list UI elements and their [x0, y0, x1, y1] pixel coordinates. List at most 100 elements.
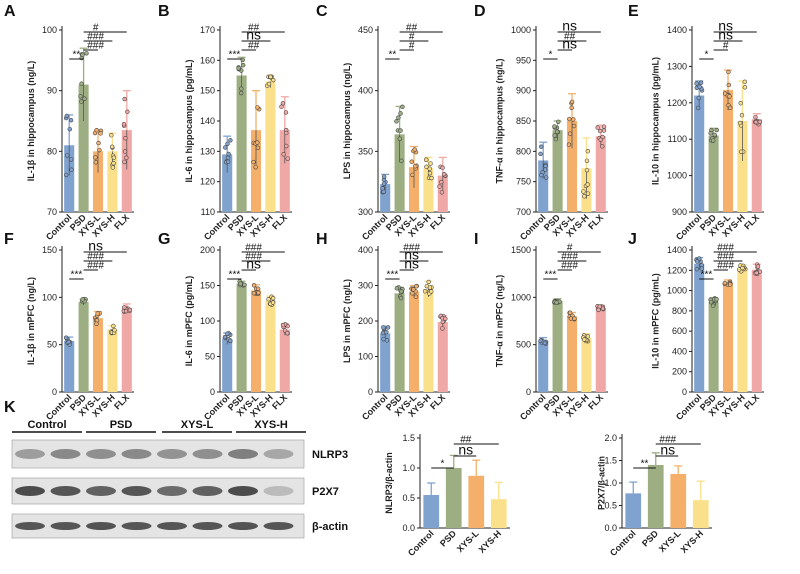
category-label: FLX	[112, 212, 131, 231]
data-point	[68, 157, 74, 162]
data-point	[567, 310, 573, 315]
blot-band	[86, 522, 116, 530]
blot-band	[263, 486, 294, 496]
category-label: XYS-H	[477, 528, 504, 555]
bar-control	[538, 160, 549, 212]
data-point	[543, 175, 549, 180]
significance-label: ns	[404, 256, 419, 272]
significance-label: ###	[245, 243, 262, 254]
data-point	[440, 165, 445, 170]
blot-band-label: P2X7	[312, 486, 339, 498]
data-point	[225, 155, 231, 161]
data-point	[742, 79, 748, 85]
data-point	[410, 291, 415, 296]
data-point	[381, 174, 387, 179]
significance-label: ns	[718, 27, 733, 43]
data-point	[596, 307, 601, 313]
panel-label-g: G	[158, 231, 170, 248]
y-axis-label: LPS in mPFC (ng/L)	[342, 279, 352, 363]
data-point	[285, 330, 290, 336]
y-tick-label: 400	[358, 245, 373, 255]
y-tick-label: 300	[358, 207, 373, 217]
data-point	[600, 144, 605, 149]
y-tick-label: 0	[682, 387, 687, 397]
bar-flx	[437, 322, 448, 392]
data-point	[285, 156, 290, 161]
data-point	[270, 300, 276, 305]
bar-psd	[552, 130, 563, 212]
data-point	[552, 124, 557, 129]
blot-band	[121, 522, 152, 530]
significance-label: **	[73, 50, 81, 61]
y-tick-label: 400	[672, 346, 687, 356]
data-point	[712, 132, 717, 138]
data-point	[223, 145, 228, 150]
data-point	[109, 133, 114, 138]
significance-label: ###	[561, 261, 578, 272]
significance-label: ns	[458, 442, 473, 458]
significance-label: ###	[87, 41, 104, 52]
y-axis-label: IL-1β in hippocampus (ng/L)	[26, 61, 36, 182]
data-point	[556, 119, 561, 124]
y-tick-label: 1.5	[604, 456, 617, 466]
data-point	[95, 311, 100, 316]
significance-label: ###	[87, 32, 104, 43]
bar-xys-l	[250, 130, 262, 212]
category-label: FLX	[742, 392, 761, 411]
y-tick-label: 1200	[667, 265, 687, 275]
data-point	[394, 286, 400, 291]
data-point	[80, 52, 85, 57]
y-tick-label: 400	[358, 86, 373, 96]
data-point	[121, 121, 127, 127]
bar-control	[694, 263, 705, 392]
data-point	[737, 120, 743, 126]
significance-label: ###	[717, 243, 734, 254]
y-tick-label: 110	[201, 207, 215, 217]
y-tick-label: 200	[672, 367, 687, 377]
blot-band	[50, 449, 81, 459]
y-axis-label: IL-10 in hippocampus (pg/mL)	[650, 57, 660, 185]
data-point	[754, 270, 759, 276]
bar-xys-l	[722, 90, 734, 212]
data-point	[429, 175, 434, 181]
y-tick-label: 300	[358, 281, 373, 291]
data-point	[555, 129, 560, 134]
data-point	[698, 80, 704, 85]
y-axis-label: IL-6 in mPFC (pg/mL)	[184, 276, 194, 367]
y-tick-label: 0	[368, 387, 373, 397]
y-tick-label: 150	[42, 245, 57, 255]
data-point	[728, 282, 733, 287]
bar-xys-l	[670, 474, 687, 528]
significance-label: *	[704, 50, 708, 61]
significance-label: #	[567, 243, 573, 254]
bar-xys-h	[692, 500, 709, 528]
y-tick-label: 1000	[667, 286, 687, 296]
bar-xys-l	[468, 475, 485, 528]
significance-label: **	[641, 459, 649, 470]
y-tick-label: 150	[200, 281, 215, 291]
y-tick-label: 1300	[667, 61, 687, 71]
data-point	[569, 105, 574, 110]
data-point	[281, 152, 286, 157]
bar-psd	[394, 293, 405, 392]
y-tick-label: 100	[200, 316, 215, 326]
data-point	[381, 181, 387, 186]
data-point	[238, 281, 243, 286]
blot-band	[50, 486, 81, 496]
y-tick-label: 2.0	[604, 433, 617, 443]
panel-label-b: B	[158, 3, 170, 20]
bar-xys-l	[408, 167, 420, 212]
data-point	[571, 117, 576, 122]
data-point	[226, 151, 231, 157]
y-tick-label: 350	[358, 146, 373, 156]
significance-label: ##	[248, 41, 260, 52]
data-point	[69, 167, 74, 172]
data-point	[228, 138, 233, 143]
data-point	[399, 158, 404, 164]
data-point	[411, 287, 416, 292]
bar-psd	[708, 135, 719, 212]
data-point	[398, 295, 404, 301]
y-tick-label: 1500	[511, 245, 531, 255]
data-point	[740, 265, 745, 271]
